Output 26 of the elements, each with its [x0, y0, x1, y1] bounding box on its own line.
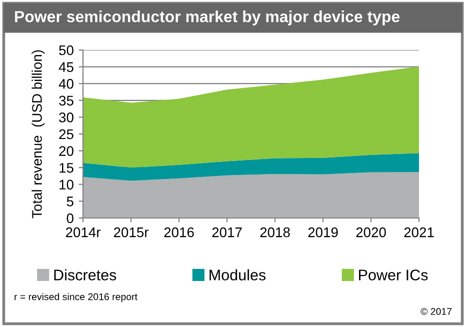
y-tick-label: 0	[66, 213, 74, 224]
x-tick-label: 2019	[308, 227, 338, 238]
chart-title: Power semiconductor market by major device type	[15, 10, 400, 26]
x-tick-label: 2015r	[114, 227, 149, 238]
x-tick-label: 2020	[356, 227, 386, 238]
y-tick-label: 25	[59, 129, 74, 140]
y-tick-label: 10	[60, 180, 74, 190]
y-tick-label: 45	[58, 62, 74, 72]
y-axis-title: Total revenue (USD billion)	[32, 50, 45, 218]
y-tick-label: 15	[60, 163, 74, 173]
text: r = revised since 2016 report	[14, 293, 138, 302]
x-tick-label: 2018	[260, 227, 290, 238]
x-tick-label: 2021	[404, 227, 434, 238]
x-tick-label: 2017	[212, 227, 242, 238]
y-tick-label: 40	[58, 78, 74, 89]
x-tick-label: 2016	[164, 227, 194, 238]
y-tick-label: 30	[59, 112, 74, 122]
y-tick-label: 5	[66, 196, 74, 206]
y-tick-label: 35	[59, 96, 74, 106]
y-tick-label: 50	[59, 45, 74, 56]
x-tick-label: 2014r	[66, 227, 101, 238]
y-tick-label: 20	[59, 146, 74, 156]
legend-label: Discretes	[54, 269, 116, 280]
text: © 2017	[420, 308, 452, 315]
legend-label: Power ICs	[359, 270, 428, 280]
legend-label: Modules	[210, 269, 266, 280]
